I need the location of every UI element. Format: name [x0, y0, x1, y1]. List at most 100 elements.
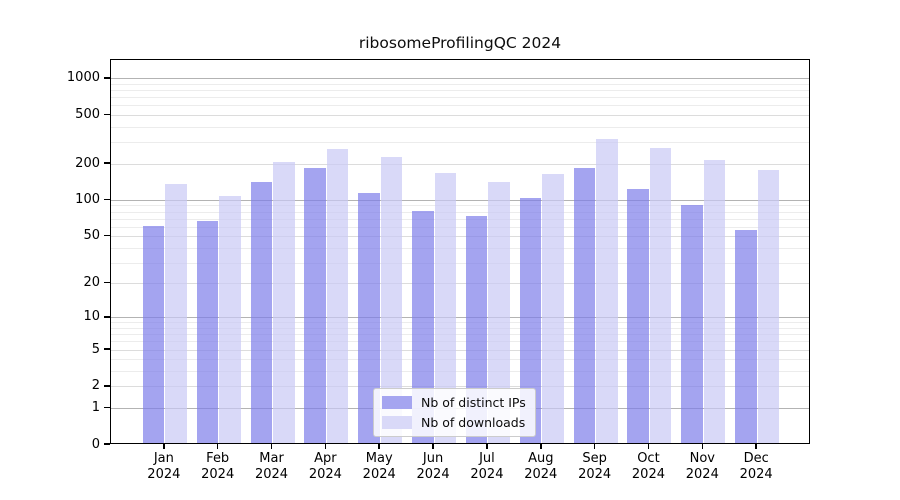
x-tick-mark [432, 444, 434, 449]
y-tick-mark [104, 406, 110, 409]
plot-area: Nb of distinct IPs Nb of downloads [110, 59, 810, 444]
x-tick-mark [163, 444, 165, 449]
y-tick-mark [104, 77, 110, 79]
bar-nb-of-distinct-ips-nov [681, 205, 703, 443]
legend: Nb of distinct IPs Nb of downloads [373, 388, 536, 437]
downloads-swatch-icon [382, 416, 412, 429]
gridline [111, 226, 809, 228]
y-tick-mark [104, 234, 110, 237]
x-tick-label: Dec 2024 [739, 451, 773, 482]
bar-nb-of-distinct-ips-apr [304, 167, 326, 443]
bar-nb-of-distinct-ips-jul [465, 215, 488, 443]
gridline [111, 341, 809, 343]
y-tick-mark [104, 198, 110, 201]
y-tick-label: 10 [83, 309, 100, 325]
y-tick-label: 200 [75, 155, 100, 171]
y-tick-label: 0 [91, 436, 100, 452]
x-tick-label: Jan 2024 [147, 451, 181, 482]
y-tick-label: 500 [75, 107, 100, 123]
gridline [111, 283, 809, 285]
x-tick-mark [755, 444, 757, 449]
gridline [111, 334, 809, 336]
x-tick-mark [593, 444, 596, 449]
gridline [111, 218, 809, 220]
gridline [111, 349, 809, 351]
x-tick-label: Jun 2024 [416, 451, 450, 482]
y-tick-mark [104, 348, 110, 350]
y-tick-mark [104, 385, 110, 387]
gridline [111, 371, 809, 373]
x-tick-label: Aug 2024 [524, 451, 558, 482]
bar-nb-of-distinct-ips-sep [573, 168, 596, 443]
bar-nb-of-downloads-jun [434, 173, 457, 443]
gridline [111, 322, 809, 324]
x-tick-mark [324, 444, 327, 449]
legend-item-downloads: Nb of downloads [382, 415, 526, 430]
x-tick-mark [540, 444, 542, 449]
gridline [111, 328, 809, 330]
gridline [111, 142, 809, 144]
bar-nb-of-downloads-may [380, 157, 403, 443]
gridline [111, 97, 809, 99]
gridline [111, 247, 809, 249]
gridline [111, 205, 809, 207]
gridline [111, 105, 809, 107]
gridline [111, 317, 809, 319]
gridline [111, 211, 809, 213]
gridline [111, 386, 809, 388]
x-tick-mark [378, 444, 380, 449]
bar-nb-of-downloads-mar [273, 161, 295, 443]
y-tick-mark [104, 443, 110, 445]
x-tick-mark [647, 444, 650, 449]
bar-nb-of-distinct-ips-mar [250, 181, 273, 443]
y-tick-label: 2 [91, 378, 100, 394]
bar-nb-of-downloads-jul [488, 181, 510, 443]
bar-nb-of-downloads-aug [542, 173, 564, 443]
bar-nb-of-distinct-ips-jun [412, 210, 434, 443]
x-tick-mark [216, 444, 219, 449]
x-tick-label: Feb 2024 [201, 451, 235, 482]
gridline [111, 163, 809, 165]
x-tick-label: Mar 2024 [254, 451, 289, 482]
x-tick-mark [701, 444, 704, 449]
x-tick-label: Nov 2024 [685, 451, 719, 482]
y-tick-label: 1000 [66, 70, 100, 86]
bar-nb-of-distinct-ips-aug [519, 198, 542, 443]
bar-nb-of-downloads-jan [165, 183, 187, 443]
y-tick-mark [104, 162, 110, 164]
gridline [111, 199, 809, 201]
bar-nb-of-downloads-feb [219, 196, 241, 443]
bar-nb-of-downloads-sep [596, 138, 618, 443]
bar-nb-of-downloads-apr [326, 148, 349, 443]
x-tick-label: May 2024 [362, 451, 396, 482]
bar-nb-of-distinct-ips-may [358, 192, 380, 443]
y-tick-mark [104, 113, 110, 116]
gridline [111, 359, 809, 361]
y-tick-label: 20 [83, 275, 100, 291]
x-tick-mark [270, 444, 273, 449]
gridline [111, 78, 809, 80]
x-tick-label: Apr 2024 [308, 451, 342, 482]
gridline [111, 115, 809, 117]
x-tick-mark [486, 444, 488, 449]
y-tick-mark [104, 316, 110, 318]
y-tick-label: 1 [91, 399, 100, 415]
bar-nb-of-distinct-ips-feb [196, 221, 219, 443]
bar-nb-of-downloads-oct [649, 148, 672, 443]
bar-nb-of-distinct-ips-dec [735, 229, 757, 443]
gridline [111, 90, 809, 92]
bar-nb-of-downloads-nov [703, 160, 726, 443]
gridline [111, 126, 809, 128]
legend-item-distinct-ips: Nb of distinct IPs [382, 395, 526, 410]
distinct-ips-swatch-icon [382, 396, 412, 409]
y-tick-label: 100 [75, 191, 100, 207]
plot-inner [111, 60, 809, 443]
x-tick-label: Jul 2024 [470, 451, 504, 482]
gridline [111, 262, 809, 264]
x-tick-label: Oct 2024 [631, 451, 665, 482]
gridline [111, 84, 809, 85]
bar-nb-of-distinct-ips-jan [142, 226, 165, 443]
y-tick-mark [104, 281, 110, 284]
legend-label-distinct-ips: Nb of distinct IPs [421, 395, 526, 410]
